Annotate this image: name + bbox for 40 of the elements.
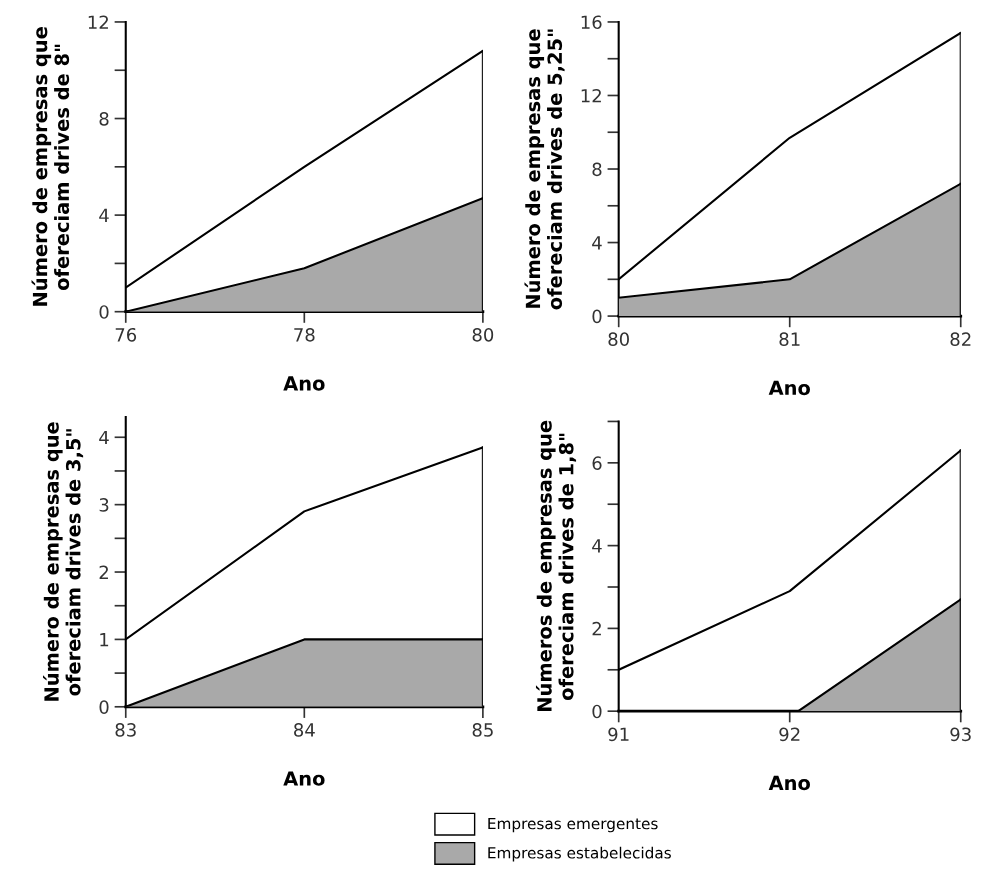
y-tick-label: 3 [99, 498, 109, 512]
x-tick-label: 83 [115, 723, 136, 737]
y-tick-label: 4 [592, 539, 602, 553]
y-tick-label: 0 [99, 305, 109, 319]
y-tick-label: 16 [581, 15, 602, 30]
legend-label: Empresas emergentes [488, 817, 658, 833]
y-tick-label: 8 [99, 111, 109, 126]
x-tick-label: 85 [472, 723, 493, 737]
y-tick-label: 12 [581, 88, 601, 103]
y-tick-label: 4 [99, 430, 109, 445]
x-tick-label: 92 [779, 727, 800, 742]
x-tick-label: 93 [950, 727, 971, 742]
x-tick-label: 76 [115, 327, 137, 342]
y-tick-label: 4 [592, 236, 602, 250]
y-tick-label: 0 [592, 704, 602, 719]
x-tick-label: 80 [608, 332, 629, 347]
y-axis-title: Números de empresas que ofereciam drives de 1,8" [535, 420, 577, 711]
legend-label: Empresas estabelecidas [488, 846, 671, 862]
y-axis-title: Número de empresas que ofereciam drives de 8" [31, 27, 70, 306]
x-axis-title: Ano [283, 771, 325, 786]
y-tick-label: 12 [88, 15, 108, 29]
y-tick-label: 8 [592, 162, 602, 177]
y-tick-label: 2 [99, 565, 108, 579]
x-tick-label: 82 [950, 332, 971, 347]
x-tick-label: 80 [472, 327, 494, 342]
x-tick-label: 81 [779, 332, 800, 347]
x-tick-label: 84 [294, 723, 315, 737]
y-tick-label: 0 [592, 309, 602, 324]
x-tick-label: 78 [294, 327, 315, 342]
x-tick-label: 91 [608, 727, 629, 742]
x-axis-title: Ano [768, 380, 810, 396]
y-axis-title: Número de empresas que ofereciam drives de 3,5" [43, 422, 84, 701]
y-tick-label: 6 [592, 456, 602, 470]
y-tick-label: 4 [99, 208, 109, 222]
x-axis-title: Ano [283, 376, 325, 391]
y-axis-title: Número de empresas que ofereciam drives de 5,25" [524, 29, 565, 310]
y-tick-label: 0 [99, 700, 109, 714]
y-tick-label: 2 [592, 621, 601, 636]
y-tick-label: 1 [100, 633, 109, 647]
x-axis-title: Ano [768, 775, 810, 791]
